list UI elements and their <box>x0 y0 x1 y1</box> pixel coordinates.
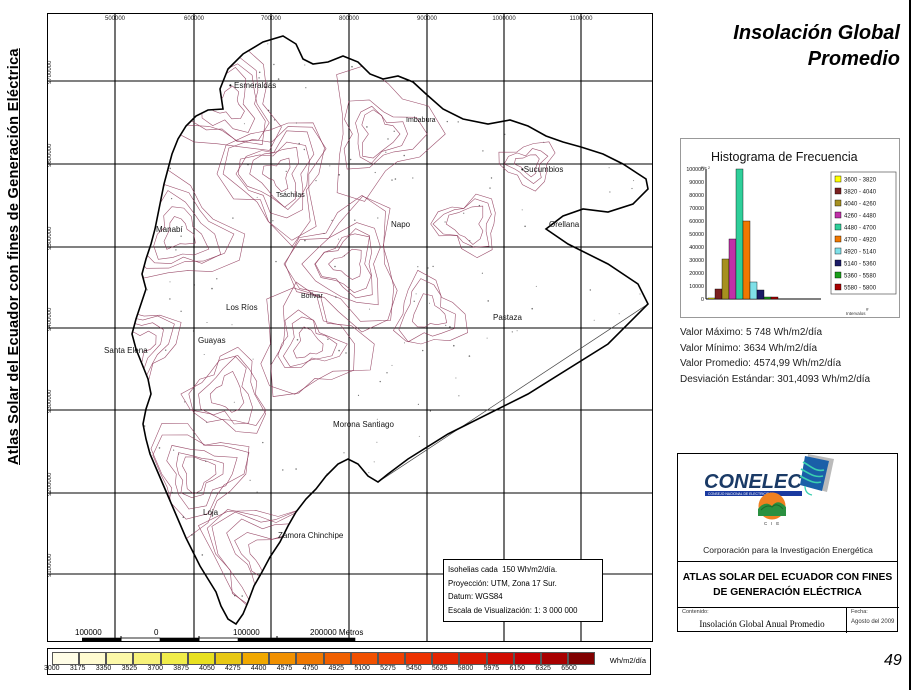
svg-text:20000: 20000 <box>689 271 704 277</box>
svg-text:10000: 10000 <box>689 284 704 290</box>
svg-text:3600 - 3820: 3600 - 3820 <box>844 178 877 184</box>
svg-text:50000: 50000 <box>689 232 704 238</box>
svg-text:70000: 70000 <box>689 206 704 212</box>
svg-text:5360 - 5580: 5360 - 5580 <box>844 274 877 280</box>
svg-text:Corporación para la Investigac: Corporación para la Investigación Energé… <box>703 545 873 555</box>
svg-text:4480 - 4700: 4480 - 4700 <box>844 226 877 232</box>
svg-text:4040 - 4260: 4040 - 4260 <box>844 202 877 208</box>
svg-text:90000: 90000 <box>689 180 704 186</box>
svg-text:CONELEC: CONELEC <box>704 471 802 493</box>
svg-text:0: 0 <box>701 297 704 303</box>
svg-text:5140 - 5360: 5140 - 5360 <box>844 262 877 268</box>
svg-text:C I E: C I E <box>764 521 781 526</box>
svg-text:100000: 100000 <box>686 167 704 173</box>
svg-text:3820 - 4040: 3820 - 4040 <box>844 190 877 196</box>
svg-text:#: # <box>866 307 869 312</box>
svg-text:4920 - 5140: 4920 - 5140 <box>844 250 877 256</box>
svg-text:30000: 30000 <box>689 258 704 264</box>
svg-text:Histograma de Frecuencia: Histograma de Frecuencia <box>711 150 858 164</box>
svg-text:Intervalos: Intervalos <box>846 311 866 316</box>
svg-text:60000: 60000 <box>689 219 704 225</box>
svg-text:4260 - 4480: 4260 - 4480 <box>844 214 877 220</box>
svg-text:80000: 80000 <box>689 193 704 199</box>
svg-text:5580 - 5800: 5580 - 5800 <box>844 286 877 292</box>
svg-text:40000: 40000 <box>689 245 704 251</box>
svg-text:4700 - 4920: 4700 - 4920 <box>844 238 877 244</box>
